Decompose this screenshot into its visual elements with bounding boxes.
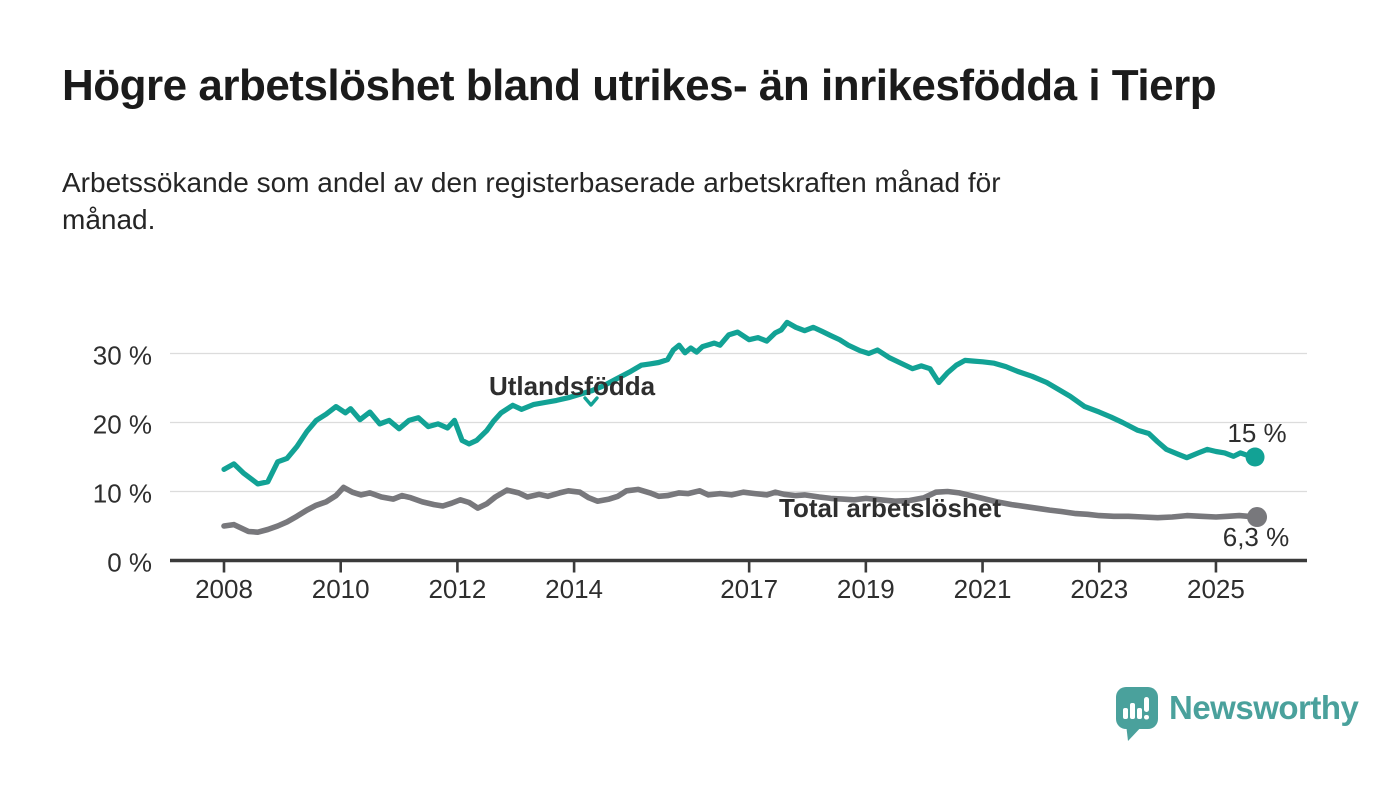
series-line-total — [221, 484, 1258, 535]
x-tick-label: 2019 — [837, 574, 895, 604]
end-label-utlandsfodda: 15 % — [1227, 418, 1286, 448]
y-tick-label: 0 % — [107, 548, 152, 578]
y-tick-label: 20 % — [93, 410, 152, 440]
page-title: Högre arbetslöshet bland utrikes- än inr… — [62, 61, 1217, 110]
series-line-utlandsfodda — [221, 319, 1258, 487]
x-tick-label: 2025 — [1187, 574, 1245, 604]
x-tick-label: 2021 — [954, 574, 1012, 604]
chart-subtitle: Arbetssökande som andel av den registerb… — [62, 164, 1322, 238]
subtitle-line-2: månad. — [62, 204, 156, 235]
newsworthy-icon — [1116, 687, 1158, 741]
end-label-total: 6,3 % — [1223, 522, 1290, 552]
series-label-total: Total arbetslöshet — [779, 493, 1001, 523]
subtitle-line-1: Arbetssökande som andel av den registerb… — [62, 167, 1001, 198]
x-tick-label: 2012 — [428, 574, 486, 604]
series-label-utlandsfodda: Utlandsfödda — [489, 371, 656, 401]
x-tick-label: 2010 — [312, 574, 370, 604]
y-tick-label: 30 % — [93, 341, 152, 371]
x-tick-label: 2023 — [1070, 574, 1128, 604]
x-tick-label: 2014 — [545, 574, 603, 604]
end-dot-utlandsfodda — [1245, 447, 1265, 467]
end-dot-total — [1247, 507, 1268, 528]
label-arrow-down — [583, 396, 599, 407]
x-tick-label: 2017 — [720, 574, 778, 604]
x-tick-label: 2008 — [195, 574, 253, 604]
y-tick-label: 10 % — [93, 479, 152, 509]
newsworthy-logo: Newsworthy — [1115, 686, 1359, 742]
newsworthy-wordmark: Newsworthy — [1169, 689, 1359, 726]
